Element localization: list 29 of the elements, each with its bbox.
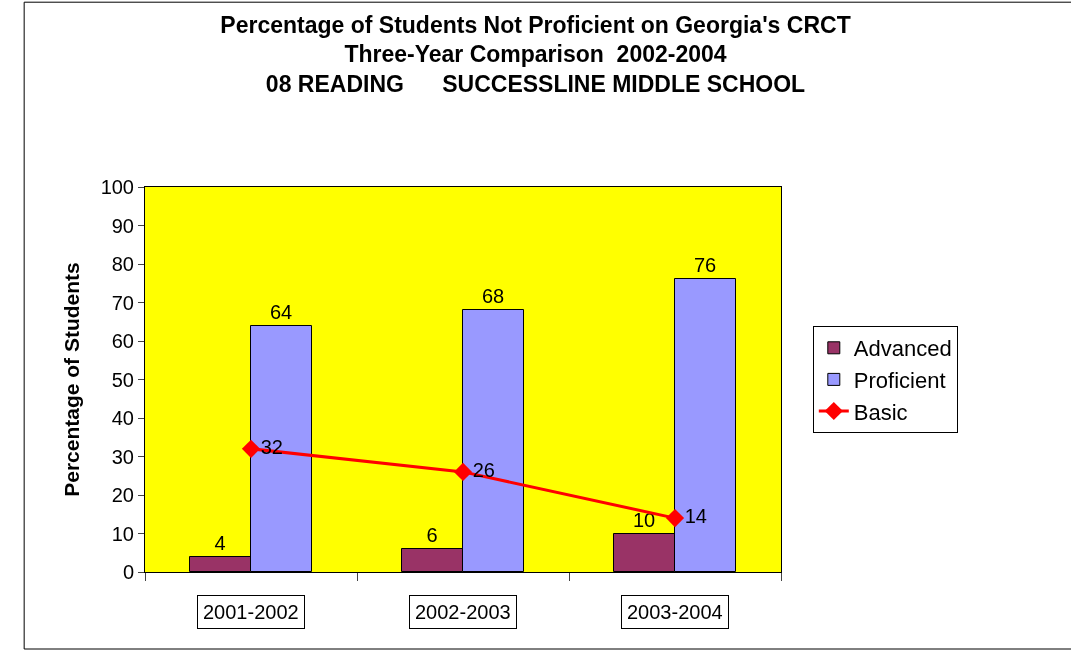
chart-title: Percentage of Students Not Proficient on Georgia's CRCT Three-Year Comparison 2002-2004 08 READING SUCCESSLINE MIDDLE SCHOOL — [220, 11, 851, 98]
data-label: 10 — [632, 508, 656, 531]
y-tick-label: 60 — [111, 330, 134, 352]
point — [665, 509, 685, 528]
point — [453, 462, 473, 481]
data-label: 64 — [269, 300, 293, 323]
x-tick-label: 2003-2004 — [627, 601, 723, 623]
legend-label: Proficient — [853, 367, 946, 393]
y-tick-label: 90 — [111, 214, 134, 237]
data-label: 68 — [481, 284, 505, 307]
data-label: 6 — [426, 523, 438, 546]
y-tick-label: 0 — [122, 561, 134, 583]
data-label: 76 — [693, 253, 717, 276]
data-label: 4 — [214, 531, 226, 554]
y-tick-label: 20 — [111, 484, 134, 506]
y-tick-label: 30 — [111, 445, 134, 468]
y-tick-label: 70 — [111, 291, 134, 314]
point — [241, 439, 261, 458]
x-tick-label: 2002-2003 — [415, 601, 511, 623]
y-tick-label: 100 — [100, 176, 134, 198]
y-tick-label: 10 — [111, 522, 134, 545]
x-tick-label: 2001-2002 — [203, 601, 299, 623]
data-label: 14 — [684, 505, 707, 528]
legend-label: Advanced — [853, 336, 952, 362]
y-tick-label: 80 — [111, 253, 134, 275]
y-tick-label: 40 — [111, 407, 134, 429]
y-tick-label: 50 — [111, 368, 134, 391]
legend-label: Basic — [853, 399, 908, 425]
y-axis-title: Percentage of Students — [59, 262, 83, 497]
